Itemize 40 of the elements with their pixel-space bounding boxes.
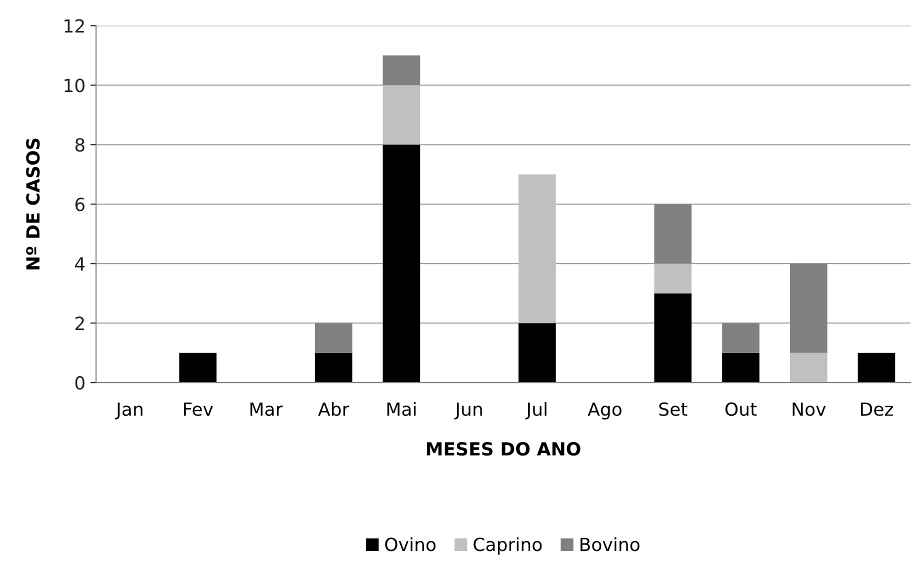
bar bbox=[654, 204, 692, 264]
bar bbox=[382, 55, 420, 86]
x-tick-label: Fev bbox=[184, 402, 213, 416]
y-tick-label: 10 bbox=[64, 78, 84, 92]
y-tick-label: 2 bbox=[75, 316, 84, 330]
bar bbox=[382, 85, 420, 145]
bar bbox=[858, 352, 896, 383]
bar bbox=[179, 352, 217, 383]
y-tick-label: 6 bbox=[75, 198, 85, 212]
y-tick-label: 0 bbox=[75, 376, 84, 390]
x-tick-label: Nov bbox=[792, 402, 826, 416]
bar bbox=[722, 352, 760, 383]
bar bbox=[314, 323, 352, 353]
x-axis-title: MESES DO ANO bbox=[426, 442, 580, 456]
y-tick-label: 8 bbox=[75, 138, 84, 152]
x-tick-label: Set bbox=[659, 402, 688, 416]
legend-label: Caprino bbox=[474, 537, 542, 555]
x-tick-label: Dez bbox=[861, 402, 893, 416]
bar bbox=[790, 352, 828, 383]
x-tick-label: Jan bbox=[115, 402, 142, 420]
x-tick-label: Ago bbox=[588, 402, 622, 420]
x-tick-label: Abr bbox=[318, 402, 350, 416]
bar bbox=[314, 352, 352, 383]
bar bbox=[518, 323, 556, 383]
legend-label: Ovino bbox=[385, 537, 436, 552]
bar bbox=[518, 174, 556, 324]
bar bbox=[790, 264, 828, 353]
legend-label: Bovino bbox=[580, 537, 640, 552]
bar bbox=[654, 293, 692, 383]
x-tick-label: Jun bbox=[454, 402, 482, 420]
bar bbox=[722, 323, 760, 353]
bar bbox=[382, 144, 420, 383]
y-tick-label: 4 bbox=[75, 257, 85, 270]
y-axis-title: Nº DE CASOS bbox=[26, 138, 40, 270]
x-tick-label: Mar bbox=[250, 402, 283, 416]
x-tick-label: Out bbox=[725, 402, 757, 416]
x-tick-label: Jul bbox=[525, 402, 546, 420]
y-tick-label: 12 bbox=[64, 19, 84, 33]
bar bbox=[654, 264, 692, 294]
x-tick-label: Mai bbox=[387, 402, 416, 416]
